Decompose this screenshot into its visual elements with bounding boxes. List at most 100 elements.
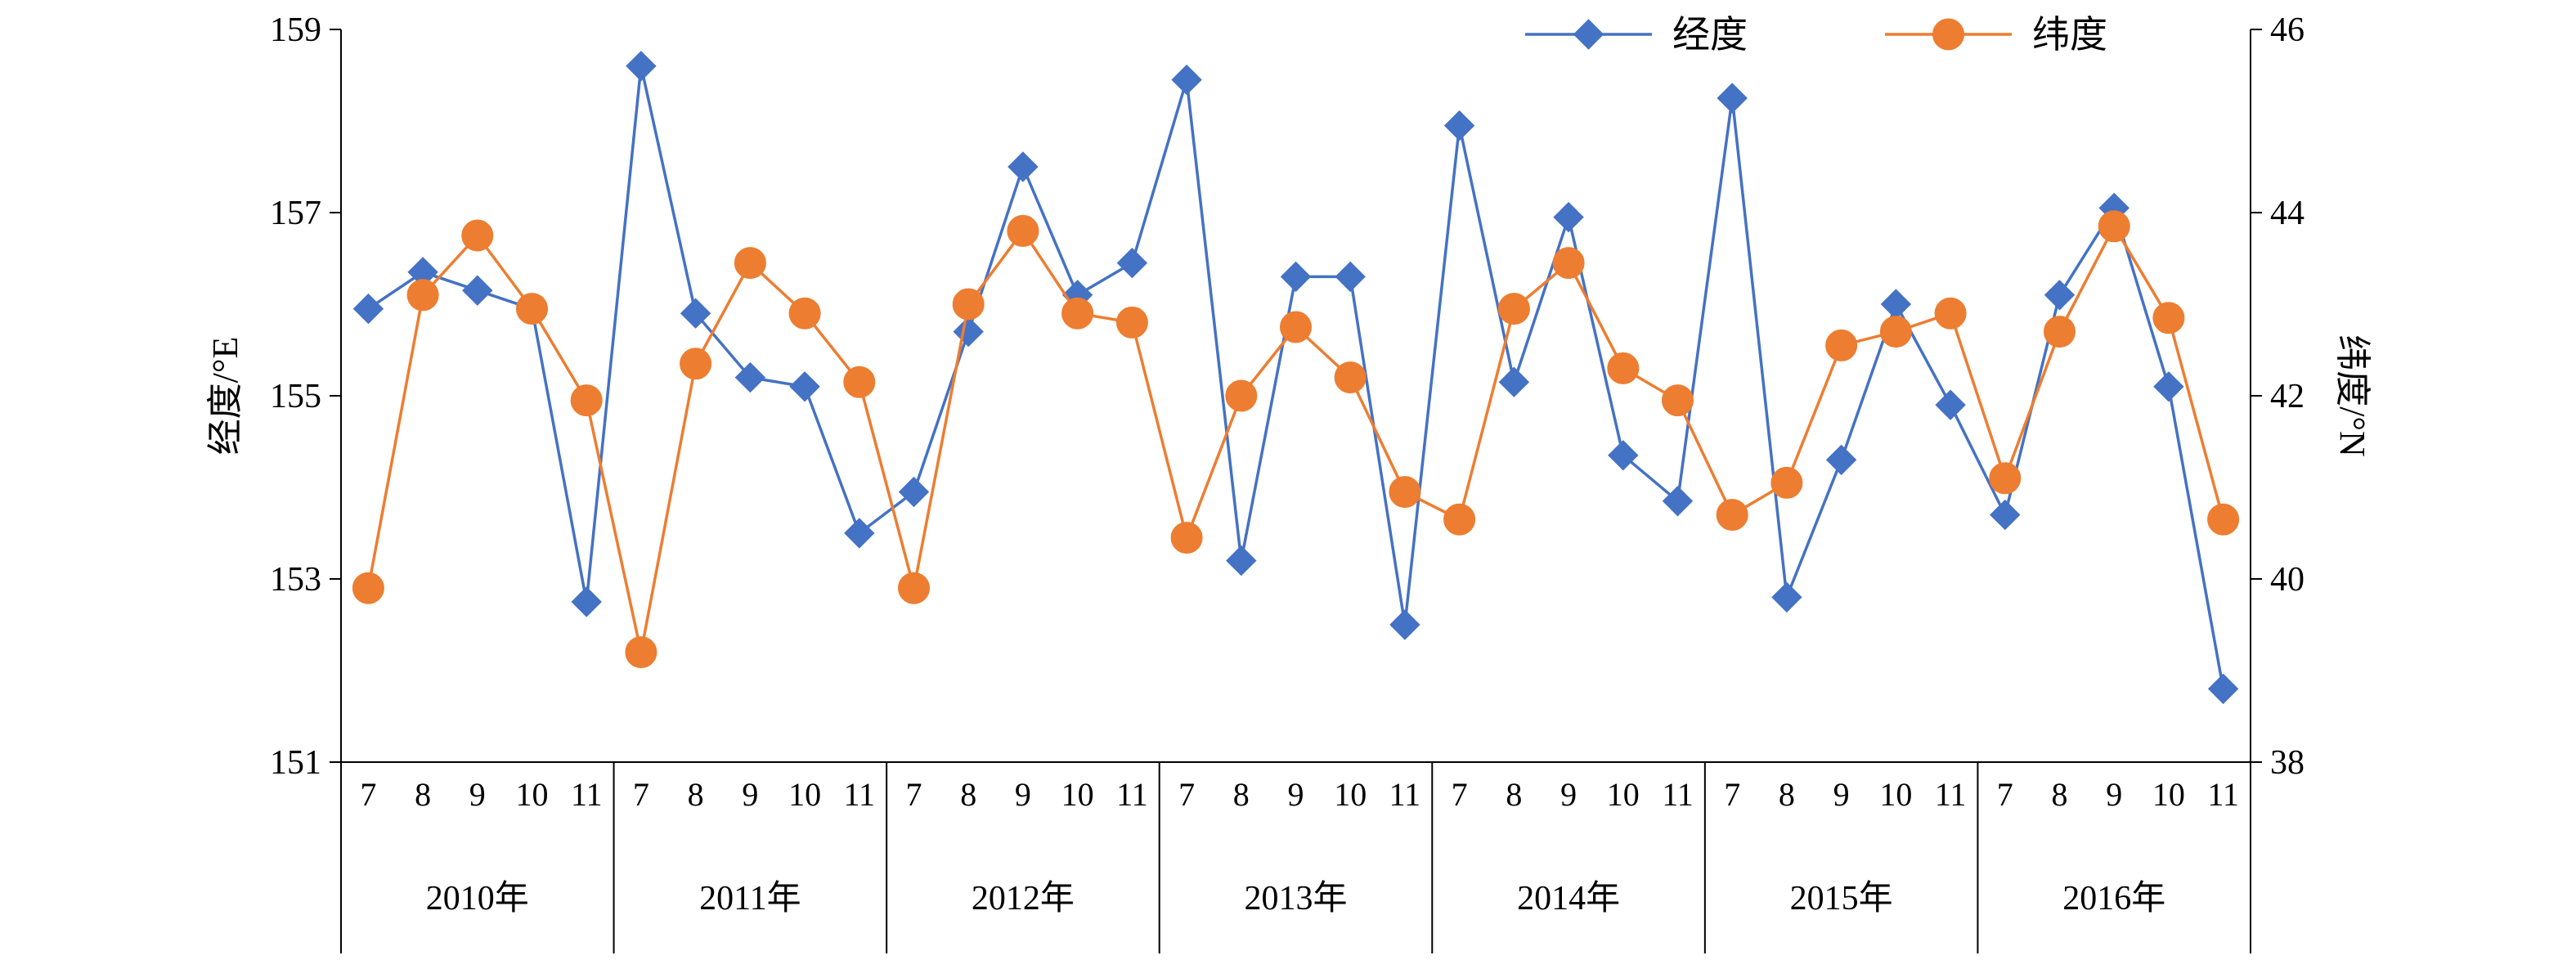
left-axis-tick-label: 157 bbox=[270, 195, 321, 232]
x-month-label: 8 bbox=[415, 776, 431, 813]
longitude-point bbox=[462, 275, 493, 306]
right-axis-tick-label: 38 bbox=[2270, 744, 2304, 782]
x-month-label: 7 bbox=[1452, 776, 1468, 813]
longitude-point bbox=[1771, 581, 1802, 613]
x-month-label: 10 bbox=[516, 776, 549, 813]
longitude-point bbox=[734, 361, 766, 393]
x-month-label: 8 bbox=[2052, 776, 2068, 813]
x-month-label: 9 bbox=[2106, 776, 2122, 813]
x-month-label: 11 bbox=[844, 776, 876, 813]
latitude-point bbox=[2044, 316, 2076, 348]
x-month-label: 9 bbox=[1833, 776, 1850, 813]
latitude-point bbox=[1552, 247, 1585, 280]
left-axis-tick-label: 153 bbox=[270, 561, 321, 599]
x-year-label: 2013年 bbox=[1244, 879, 1347, 917]
latitude-point bbox=[461, 219, 494, 252]
longitude-point bbox=[844, 518, 875, 549]
right-axis-tick-label: 40 bbox=[2270, 561, 2304, 599]
legend-marker-circle bbox=[1932, 18, 1964, 51]
x-month-label: 8 bbox=[1779, 776, 1795, 813]
latitude-point bbox=[1334, 361, 1367, 394]
x-month-label: 8 bbox=[688, 776, 704, 813]
x-month-label: 10 bbox=[1607, 776, 1640, 813]
longitude-point bbox=[1553, 201, 1584, 233]
series-line-0 bbox=[367, 65, 2225, 689]
latitude-point bbox=[1716, 499, 1748, 532]
latitude-point bbox=[734, 247, 766, 280]
latitude-point bbox=[788, 297, 821, 330]
longitude-point bbox=[1226, 545, 1257, 576]
longitude-point bbox=[1443, 110, 1475, 141]
x-year-label: 2016年 bbox=[2062, 879, 2165, 917]
x-month-label: 11 bbox=[1116, 776, 1148, 813]
x-month-label: 9 bbox=[469, 776, 486, 813]
latitude-point bbox=[1770, 466, 1803, 499]
longitude-point bbox=[1662, 486, 1694, 517]
latitude-point bbox=[1879, 316, 1912, 348]
longitude-point bbox=[1935, 389, 1966, 420]
latitude-point bbox=[1225, 379, 1258, 412]
x-month-label: 7 bbox=[360, 776, 376, 813]
legend-label: 经度 bbox=[1672, 12, 1748, 56]
latitude-point bbox=[1280, 311, 1312, 343]
latitude-point bbox=[1825, 329, 1858, 361]
latitude-point bbox=[1989, 462, 2022, 495]
longitude-point bbox=[1116, 247, 1148, 279]
longitude-point bbox=[1990, 499, 2021, 531]
latitude-point bbox=[1007, 214, 1039, 247]
right-axis-tick-label: 44 bbox=[2270, 195, 2304, 232]
x-month-label: 10 bbox=[788, 776, 821, 813]
x-month-label: 9 bbox=[1015, 776, 1031, 813]
longitude-point bbox=[1280, 261, 1312, 293]
latitude-point bbox=[1170, 522, 1203, 554]
x-year-label: 2010年 bbox=[426, 879, 529, 917]
x-month-label: 10 bbox=[1334, 776, 1367, 813]
x-month-label: 10 bbox=[1061, 776, 1094, 813]
x-year-label: 2015年 bbox=[1790, 879, 1893, 917]
latitude-point bbox=[1443, 503, 1476, 536]
longitude-point bbox=[1825, 444, 1857, 476]
x-month-label: 9 bbox=[1288, 776, 1304, 813]
right-axis-tick-label: 42 bbox=[2270, 378, 2304, 415]
left-axis-title: 经度/°E bbox=[205, 337, 245, 455]
x-month-label: 10 bbox=[1879, 776, 1912, 813]
latitude-point bbox=[1934, 297, 1967, 330]
x-month-label: 7 bbox=[1724, 776, 1740, 813]
longitude-point bbox=[680, 298, 711, 329]
latitude-point bbox=[2098, 210, 2130, 243]
latitude-point bbox=[352, 572, 384, 604]
latitude-point bbox=[1607, 352, 1640, 384]
latitude-point bbox=[843, 366, 876, 398]
latitude-point bbox=[1115, 306, 1148, 339]
x-month-label: 11 bbox=[571, 776, 603, 813]
x-month-label: 8 bbox=[1506, 776, 1522, 813]
latitude-point bbox=[570, 384, 603, 417]
x-year-label: 2014年 bbox=[1517, 879, 1620, 917]
right-axis-title: 纬度/°N bbox=[2332, 334, 2372, 457]
x-month-label: 9 bbox=[1560, 776, 1577, 813]
x-month-label: 8 bbox=[1233, 776, 1250, 813]
latitude-point bbox=[1389, 476, 1421, 509]
latitude-point bbox=[898, 572, 930, 604]
x-month-label: 7 bbox=[1997, 776, 2013, 813]
x-month-label: 9 bbox=[742, 776, 758, 813]
x-month-label: 7 bbox=[633, 776, 649, 813]
longitude-point bbox=[1008, 151, 1039, 182]
latitude-point bbox=[2207, 503, 2240, 536]
latitude-point bbox=[516, 293, 548, 325]
longitude-point bbox=[626, 51, 657, 82]
x-year-label: 2012年 bbox=[972, 879, 1075, 917]
latitude-point bbox=[2152, 302, 2185, 334]
longitude-point bbox=[2044, 280, 2076, 311]
x-month-label: 11 bbox=[1662, 776, 1694, 813]
longitude-point bbox=[1389, 609, 1420, 640]
left-axis-tick-label: 159 bbox=[270, 11, 321, 49]
longitude-point bbox=[1717, 83, 1748, 114]
longitude-point bbox=[1498, 366, 1530, 397]
longitude-point bbox=[1171, 64, 1202, 96]
legend-label: 纬度 bbox=[2032, 12, 2107, 56]
right-axis-tick-label: 46 bbox=[2270, 11, 2304, 49]
longitude-point bbox=[1608, 440, 1639, 471]
